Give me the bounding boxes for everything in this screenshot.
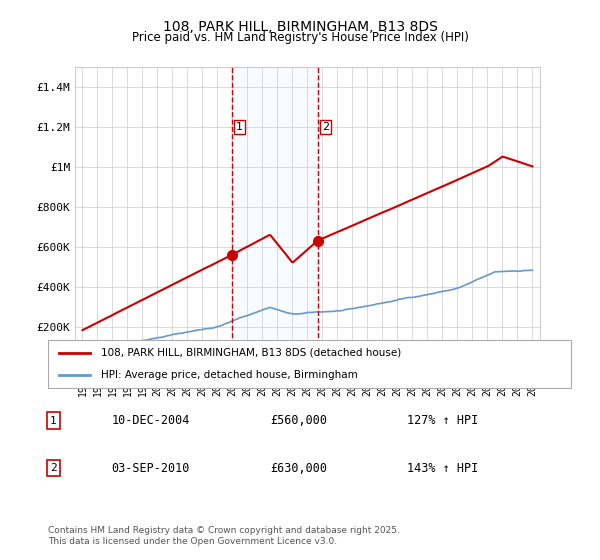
Text: 1: 1 [50, 416, 56, 426]
Text: 108, PARK HILL, BIRMINGHAM, B13 8DS (detached house): 108, PARK HILL, BIRMINGHAM, B13 8DS (det… [101, 348, 401, 358]
Text: Price paid vs. HM Land Registry's House Price Index (HPI): Price paid vs. HM Land Registry's House … [131, 31, 469, 44]
Text: 127% ↑ HPI: 127% ↑ HPI [407, 414, 478, 427]
Text: HPI: Average price, detached house, Birmingham: HPI: Average price, detached house, Birm… [101, 370, 358, 380]
Text: £630,000: £630,000 [270, 461, 327, 475]
Text: 2: 2 [322, 122, 329, 132]
Text: Contains HM Land Registry data © Crown copyright and database right 2025.
This d: Contains HM Land Registry data © Crown c… [48, 526, 400, 546]
FancyBboxPatch shape [48, 340, 571, 388]
Text: 2: 2 [50, 463, 56, 473]
Text: 143% ↑ HPI: 143% ↑ HPI [407, 461, 478, 475]
Bar [232, 67, 317, 367]
Text: 03-SEP-2010: 03-SEP-2010 [112, 461, 190, 475]
Text: 108, PARK HILL, BIRMINGHAM, B13 8DS: 108, PARK HILL, BIRMINGHAM, B13 8DS [163, 20, 437, 34]
Text: £560,000: £560,000 [270, 414, 327, 427]
Text: 10-DEC-2004: 10-DEC-2004 [112, 414, 190, 427]
Text: 1: 1 [236, 122, 243, 132]
